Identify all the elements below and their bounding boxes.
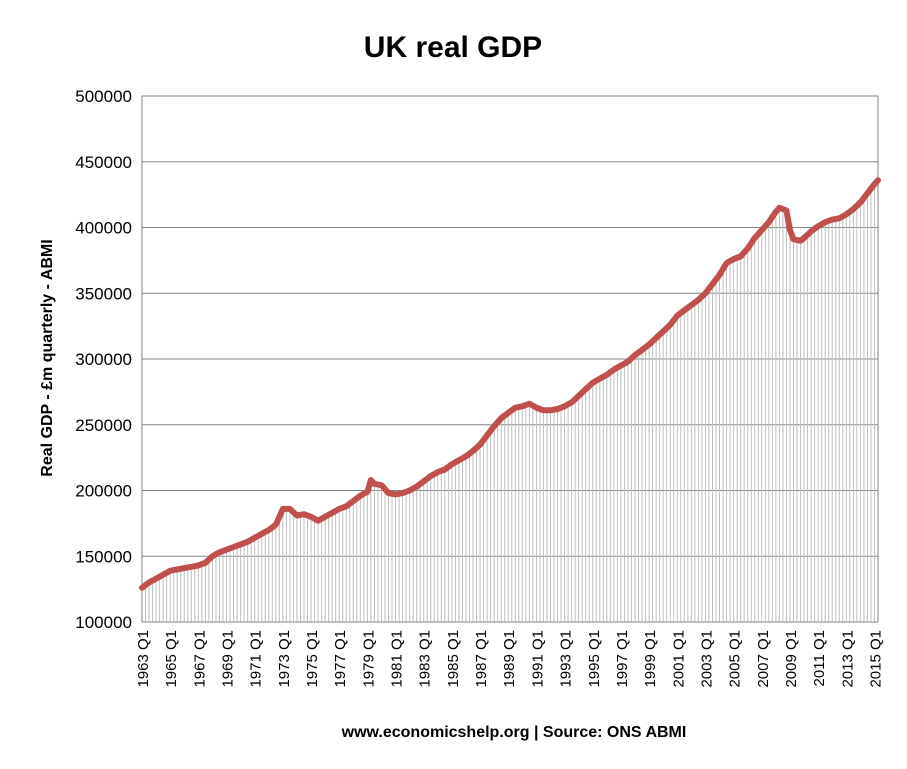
y-tick-label: 250000 [75, 416, 132, 435]
grid-lines [142, 95, 878, 623]
x-tick-label: 2001 Q1 [670, 630, 687, 688]
y-tick-label: 450000 [75, 153, 132, 172]
x-tick-label: 1987 Q1 [473, 630, 490, 688]
x-tick-label: 2003 Q1 [698, 630, 715, 688]
series-line-group [139, 177, 881, 591]
y-axis-label: Real GDP - £m quarterly - ABMI [39, 239, 56, 476]
y-tick-label: 350000 [75, 284, 132, 303]
y-axis-ticks: 100000 150000 200000 250000 300000 350000 4000… [75, 87, 132, 632]
x-tick-label: 1965 Q1 [163, 630, 180, 688]
x-tick-label: 1969 Q1 [220, 630, 237, 688]
x-tick-label: 1993 Q1 [558, 630, 575, 688]
y-tick-label: 200000 [75, 482, 132, 501]
chart-title: UK real GDP [364, 31, 542, 64]
x-tick-label: 2013 Q1 [839, 630, 856, 688]
x-tick-label: 1985 Q1 [445, 630, 462, 688]
y-tick-label: 300000 [75, 350, 132, 369]
x-axis-ticks: 1963 Q1 1965 Q1 1967 Q1 1969 Q1 1971 Q1 1973 … [135, 630, 884, 688]
x-axis-label: www.economicshelp.org | Source: ONS ABMI [341, 724, 687, 741]
y-tick-label: 100000 [75, 613, 132, 632]
x-tick-label: 1973 Q1 [276, 630, 293, 688]
x-tick-label: 1981 Q1 [389, 630, 406, 688]
x-tick-label: 1999 Q1 [642, 630, 659, 688]
x-tick-label: 1991 Q1 [529, 630, 546, 688]
x-tick-label: 2005 Q1 [727, 630, 744, 688]
x-tick-label: 1963 Q1 [135, 630, 152, 688]
x-tick-label: 2009 Q1 [783, 630, 800, 688]
x-tick-label: 2015 Q1 [867, 630, 884, 688]
y-tick-label: 500000 [75, 87, 132, 106]
x-tick-label: 1971 Q1 [248, 630, 265, 688]
drop-lines [141, 180, 879, 622]
gdp-series-line [139, 177, 881, 591]
x-tick-label: 1967 Q1 [191, 630, 208, 688]
x-tick-label: 1977 Q1 [332, 630, 349, 688]
x-tick-label: 1975 Q1 [304, 630, 321, 688]
x-tick-label: 1983 Q1 [417, 630, 434, 688]
plot-area-frame [141, 95, 879, 623]
x-tick-label: 1995 Q1 [586, 630, 603, 688]
y-tick-label: 400000 [75, 219, 132, 238]
x-tick-label: 1989 Q1 [501, 630, 518, 688]
y-tick-label: 150000 [75, 547, 132, 566]
x-tick-label: 1997 Q1 [614, 630, 631, 688]
x-tick-label: 2011 Q1 [811, 630, 828, 686]
x-tick-label: 2007 Q1 [755, 630, 772, 688]
x-tick-label: 1979 Q1 [360, 630, 377, 688]
